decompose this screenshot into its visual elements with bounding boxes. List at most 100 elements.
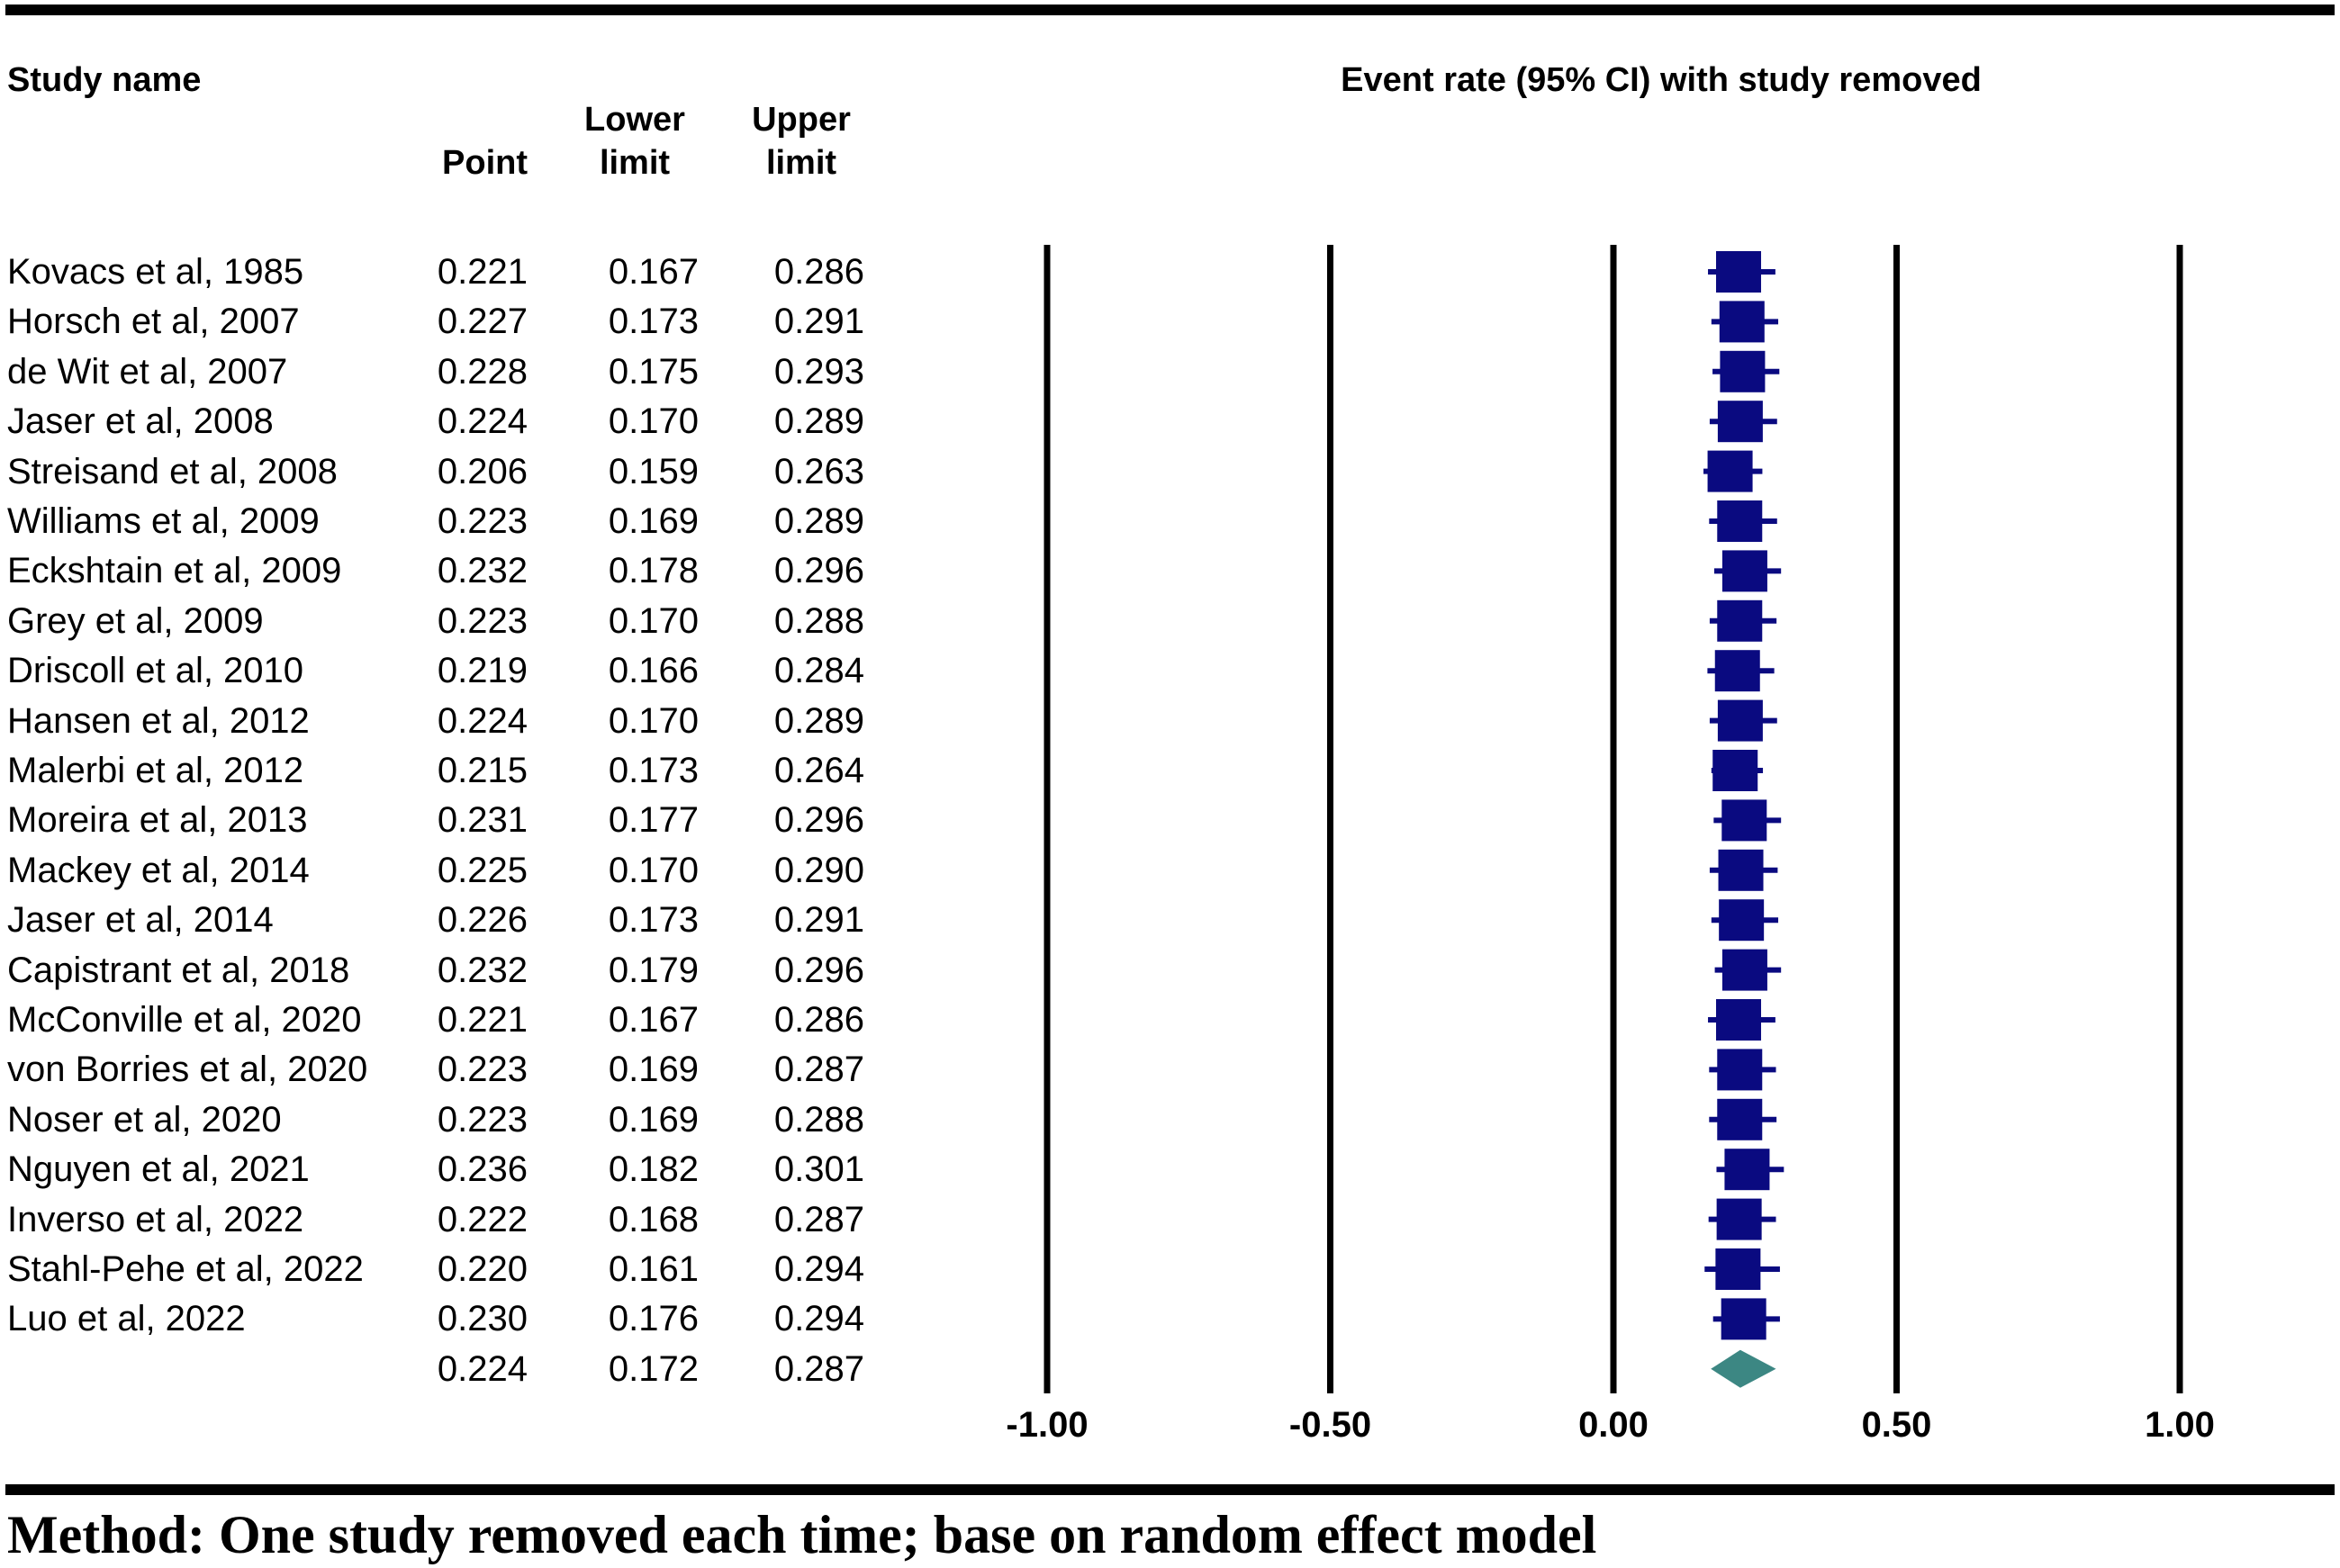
point-marker	[1716, 251, 1762, 293]
header-study-name: Study name	[7, 61, 202, 99]
point-marker	[1721, 550, 1767, 592]
lower-limit-value: 0.182	[608, 1149, 699, 1190]
point-value: 0.226	[437, 900, 528, 941]
point-value: 0.222	[437, 1199, 528, 1239]
study-name: Moreira et al, 2013	[7, 800, 308, 841]
header-upper-line2: limit	[765, 144, 837, 182]
upper-limit-value: 0.288	[773, 600, 864, 641]
summary-diamond	[1711, 1349, 1776, 1388]
study-name: Inverso et al, 2022	[7, 1199, 304, 1239]
point-value: 0.224	[437, 700, 528, 741]
study-name: Malerbi et al, 2012	[7, 751, 304, 790]
lower-limit-value: 0.166	[608, 651, 699, 691]
study-name: Driscoll et al, 2010	[7, 651, 304, 691]
study-name: Luo et al, 2022	[7, 1299, 246, 1339]
point-marker	[1718, 849, 1764, 891]
point-value: 0.215	[437, 751, 528, 790]
upper-limit-value: 0.293	[773, 351, 864, 392]
upper-limit-value: 0.291	[773, 302, 864, 342]
header-upper-line1: Upper	[752, 101, 851, 139]
upper-limit-value: 0.284	[773, 651, 864, 691]
lower-limit-value: 0.175	[608, 351, 699, 392]
point-value: 0.206	[437, 451, 528, 491]
study-name: Hansen et al, 2012	[7, 700, 310, 741]
upper-limit-value: 0.296	[773, 800, 864, 841]
point-marker	[1715, 1248, 1761, 1290]
point-value: 0.223	[437, 600, 528, 641]
upper-limit-value: 0.287	[773, 1050, 864, 1090]
header-lower-line1: Lower	[584, 101, 685, 139]
lower-limit-value: 0.161	[608, 1249, 699, 1289]
point-marker	[1717, 599, 1763, 642]
point-value: 0.223	[437, 1099, 528, 1140]
x-tick-label: -1.00	[1006, 1405, 1088, 1445]
upper-limit-value: 0.301	[773, 1149, 864, 1190]
lower-limit-value: 0.178	[608, 551, 699, 591]
point-value: 0.219	[437, 651, 528, 691]
point-marker	[1721, 799, 1767, 842]
point-value: 0.236	[437, 1149, 528, 1190]
x-tick-label: 0.00	[1578, 1405, 1649, 1445]
upper-limit-value: 0.289	[773, 401, 864, 442]
lower-limit-value: 0.177	[608, 800, 699, 841]
study-name: Stahl-Pehe et al, 2022	[7, 1249, 364, 1289]
lower-limit-value: 0.173	[608, 751, 699, 790]
study-name: McConville et al, 2020	[7, 1000, 362, 1040]
point-value: 0.224	[437, 401, 528, 442]
point-value: 0.230	[437, 1299, 528, 1339]
point-marker	[1712, 750, 1758, 791]
point-value: 0.224	[437, 1348, 528, 1389]
upper-limit-value: 0.289	[773, 501, 864, 541]
lower-limit-value: 0.176	[608, 1299, 699, 1339]
point-value: 0.232	[437, 551, 528, 591]
lower-limit-value: 0.168	[608, 1199, 699, 1239]
footnote: Method: One study removed each time; bas…	[7, 1505, 1597, 1564]
lower-limit-value: 0.173	[608, 302, 699, 342]
point-value: 0.220	[437, 1249, 528, 1289]
study-name: Kovacs et al, 1985	[7, 252, 304, 292]
upper-limit-value: 0.286	[773, 252, 864, 292]
point-marker	[1714, 650, 1760, 692]
point-value: 0.227	[437, 302, 528, 342]
point-marker	[1721, 949, 1767, 991]
upper-limit-value: 0.291	[773, 900, 864, 941]
point-marker	[1719, 899, 1765, 942]
point-marker	[1717, 1098, 1763, 1140]
point-value: 0.223	[437, 1050, 528, 1090]
point-value: 0.228	[437, 351, 528, 392]
point-marker	[1716, 999, 1762, 1041]
top-rule	[5, 5, 2335, 15]
point-marker	[1717, 699, 1763, 742]
study-name: Nguyen et al, 2021	[7, 1149, 310, 1190]
point-marker	[1721, 1298, 1766, 1340]
upper-limit-value: 0.264	[773, 751, 864, 790]
lower-limit-value: 0.170	[608, 600, 699, 641]
point-marker	[1716, 1198, 1762, 1240]
study-name: Jaser et al, 2008	[7, 401, 274, 442]
study-name: Eckshtain et al, 2009	[7, 551, 342, 591]
study-name: Williams et al, 2009	[7, 501, 320, 541]
point-value: 0.232	[437, 950, 528, 990]
lower-limit-value: 0.169	[608, 501, 699, 541]
upper-limit-value: 0.296	[773, 950, 864, 990]
x-tick-label: 0.50	[1862, 1405, 1932, 1445]
point-marker	[1720, 350, 1766, 392]
x-tick-label: 1.00	[2145, 1405, 2215, 1445]
lower-limit-value: 0.169	[608, 1050, 699, 1090]
point-marker	[1724, 1149, 1770, 1191]
upper-limit-value: 0.290	[773, 850, 864, 890]
study-name: Capistrant et al, 2018	[7, 950, 350, 990]
upper-limit-value: 0.289	[773, 700, 864, 741]
upper-limit-value: 0.294	[773, 1299, 864, 1339]
upper-limit-value: 0.287	[773, 1348, 864, 1389]
lower-limit-value: 0.159	[608, 451, 699, 491]
upper-limit-value: 0.294	[773, 1249, 864, 1289]
lower-limit-value: 0.172	[608, 1348, 699, 1389]
header-point: Point	[442, 144, 528, 182]
plot-title: Event rate (95% CI) with study removed	[1341, 61, 1982, 99]
study-name: Horsch et al, 2007	[7, 302, 300, 342]
point-value: 0.221	[437, 1000, 528, 1040]
study-name: von Borries et al, 2020	[7, 1050, 368, 1090]
upper-limit-value: 0.286	[773, 1000, 864, 1040]
